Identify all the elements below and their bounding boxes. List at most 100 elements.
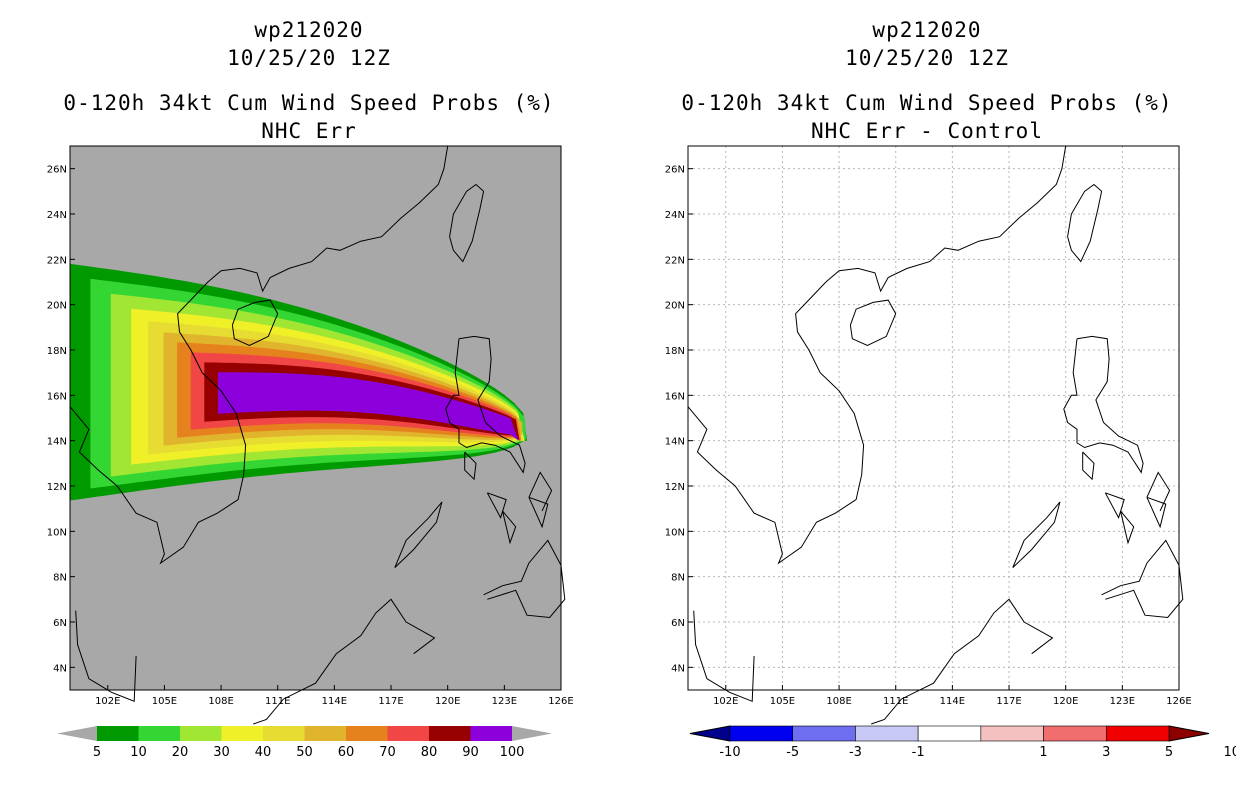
lat-tick-label: 18N bbox=[47, 346, 67, 357]
colorbar-swatch bbox=[304, 726, 346, 741]
colorbar-arrow-right bbox=[512, 726, 552, 741]
colorbar-swatch bbox=[470, 726, 512, 741]
lat-tick-label: 8N bbox=[53, 573, 67, 584]
lat-tick-label: 26N bbox=[47, 165, 67, 176]
colorbar-label: 50 bbox=[296, 745, 313, 760]
lon-tick-label: 111E bbox=[883, 696, 908, 707]
lat-tick-label: 16N bbox=[47, 391, 67, 402]
coastline bbox=[1146, 496, 1167, 529]
probability-contours bbox=[70, 263, 527, 501]
coastline bbox=[1082, 451, 1095, 481]
coastline bbox=[871, 598, 1054, 725]
colorbar-label: -1 bbox=[912, 745, 925, 760]
lon-tick-label: 102E bbox=[713, 696, 738, 707]
lon-tick-label: 126E bbox=[548, 696, 573, 707]
colorbar-label: 80 bbox=[421, 745, 438, 760]
colorbar-swatch bbox=[792, 725, 856, 742]
right-map: 102E 105E 108E 111E 114E 117E 120E 123E 126E 26N 2… bbox=[665, 145, 1236, 760]
colorbar-arrow-right bbox=[1168, 725, 1210, 742]
prob-contour-90 bbox=[217, 372, 519, 441]
colorbar-label: 30 bbox=[213, 745, 230, 760]
lon-tick-label: 126E bbox=[1166, 696, 1191, 707]
right-title-variant: NHC Err - Control bbox=[811, 119, 1043, 143]
lon-tick-label: 111E bbox=[265, 696, 290, 707]
lat-tick-label: 22N bbox=[665, 255, 685, 266]
colorbar-swatch bbox=[346, 726, 388, 741]
lon-tick-label: 117E bbox=[378, 696, 403, 707]
right-title-product: 0-120h 34kt Cum Wind Speed Probs (%) bbox=[681, 91, 1173, 115]
colorbar-swatch bbox=[855, 725, 919, 742]
lon-tick-label: 117E bbox=[996, 696, 1021, 707]
colorbar-label: 5 bbox=[1165, 745, 1173, 760]
coastline bbox=[528, 496, 549, 529]
lat-tick-label: 26N bbox=[665, 165, 685, 176]
colorbar-label: 90 bbox=[462, 745, 479, 760]
colorbar-swatch bbox=[1043, 725, 1107, 742]
coastline bbox=[449, 183, 485, 263]
lat-tick-label: 24N bbox=[47, 210, 67, 221]
colorbar-label: -10 bbox=[719, 745, 740, 760]
colorbar-swatch bbox=[138, 726, 180, 741]
left-title-storm: wp212020 bbox=[254, 18, 364, 42]
lat-tick-label: 12N bbox=[665, 482, 685, 493]
left-map: 102E 105E 108E 111E 114E 117E 120E 123E 126E 26N 2… bbox=[47, 145, 574, 760]
lat-tick-label: 14N bbox=[665, 437, 685, 448]
coastline bbox=[394, 501, 443, 568]
colorbar-swatch bbox=[387, 726, 429, 741]
colorbar-swatch bbox=[180, 726, 222, 741]
colorbar-label: 40 bbox=[255, 745, 272, 760]
colorbar-swatch bbox=[1105, 725, 1170, 742]
colorbar-label: 60 bbox=[338, 745, 355, 760]
colorbar-label: 70 bbox=[379, 745, 396, 760]
lat-tick-label: 16N bbox=[665, 391, 685, 402]
lat-tick-label: 10N bbox=[47, 527, 67, 538]
lon-tick-label: 120E bbox=[435, 696, 460, 707]
colorbar-swatch bbox=[97, 726, 139, 741]
coastline bbox=[687, 145, 1067, 565]
colorbar-label: 3 bbox=[1102, 745, 1110, 760]
lat-tick-label: 4N bbox=[53, 663, 67, 674]
left-title-time: 10/25/20 12Z bbox=[227, 46, 391, 70]
lat-tick-label: 6N bbox=[671, 618, 685, 629]
coastline bbox=[1104, 492, 1125, 519]
coastline bbox=[1067, 183, 1103, 263]
lat-tick-label: 4N bbox=[671, 663, 685, 674]
lon-tick-label: 123E bbox=[492, 696, 517, 707]
colorbar-label: -5 bbox=[786, 745, 799, 760]
colorbar-swatch bbox=[980, 725, 1044, 742]
lat-tick-label: 20N bbox=[47, 301, 67, 312]
coastline bbox=[445, 335, 526, 474]
colorbar-label: 100 bbox=[500, 745, 525, 760]
lat-tick-label: 8N bbox=[671, 573, 685, 584]
colorbar-swatch bbox=[429, 726, 471, 741]
lat-tick-label: 24N bbox=[665, 210, 685, 221]
lat-tick-label: 6N bbox=[53, 618, 67, 629]
coastline bbox=[1146, 471, 1171, 512]
lon-tick-label: 108E bbox=[208, 696, 233, 707]
coastline bbox=[849, 299, 897, 347]
lon-tick-label: 105E bbox=[770, 696, 795, 707]
right-title-storm: wp212020 bbox=[872, 18, 982, 42]
coastline bbox=[486, 492, 507, 519]
colorbar-swatch bbox=[917, 725, 982, 742]
colorbar-swatch bbox=[263, 726, 305, 741]
left-title-product: 0-120h 34kt Cum Wind Speed Probs (%) bbox=[63, 91, 555, 115]
lon-tick-label: 108E bbox=[826, 696, 851, 707]
colorbar-swatch bbox=[729, 725, 794, 742]
coastline bbox=[75, 610, 137, 703]
lat-tick-label: 10N bbox=[665, 527, 685, 538]
lon-tick-label: 105E bbox=[152, 696, 177, 707]
lat-tick-label: 22N bbox=[47, 255, 67, 266]
colorbar-label: 5 bbox=[93, 745, 101, 760]
lon-tick-label: 114E bbox=[322, 696, 347, 707]
coastline bbox=[69, 145, 449, 565]
map-background bbox=[688, 146, 1179, 690]
colorbar-arrow-left bbox=[57, 726, 97, 741]
left-title-variant: NHC Err bbox=[261, 119, 357, 143]
lon-tick-label: 120E bbox=[1053, 696, 1078, 707]
coastline bbox=[1063, 335, 1144, 474]
coastline bbox=[502, 510, 517, 545]
coastline bbox=[1120, 510, 1135, 545]
right-panel: wp212020 10/25/20 12Z 0-120h 34kt Cum Wi… bbox=[618, 0, 1236, 800]
right-title-time: 10/25/20 12Z bbox=[845, 46, 1009, 70]
